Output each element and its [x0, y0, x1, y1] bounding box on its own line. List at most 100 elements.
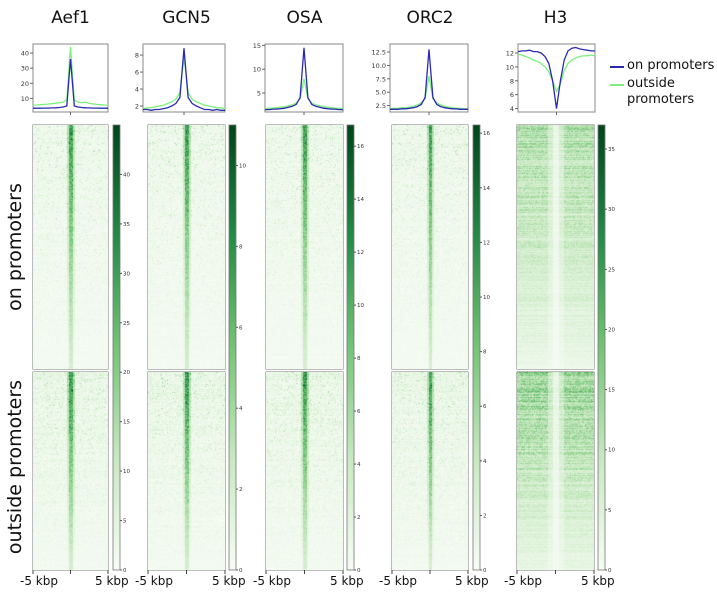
colorbar-tick-label: 40 [123, 172, 130, 178]
heatmap-on-promoters [266, 125, 343, 369]
colorbar-tick-label: 2 [239, 487, 243, 493]
y-tick-label: 15 [253, 42, 261, 50]
profile-line-outside-promoters [142, 56, 226, 110]
colorbar-tick-label: 5 [608, 508, 612, 514]
colorbar-tick-label: 0 [483, 568, 487, 574]
colorbar [597, 124, 606, 571]
heatmap-outside-promoters [517, 372, 594, 570]
colorbar-tick-label: 4 [239, 406, 243, 412]
colorbar-tick-label: 20 [608, 327, 615, 333]
y-tick-label: 5.0 [376, 89, 386, 97]
y-tick-label: 2.5 [376, 102, 386, 110]
colorbar [228, 124, 237, 571]
profile-line-outside-promoters [264, 78, 344, 110]
profile-line-on-promoters [265, 47, 343, 111]
legend-item-on-promoters: on promoters [610, 58, 714, 74]
colorbar-tick-label: 6 [357, 409, 361, 415]
x-axis-label-left: -5 kbp [20, 574, 58, 588]
y-tick-label: 10 [253, 66, 261, 74]
legend-item-outside-promoters: outside promoters [610, 76, 714, 108]
colorbar-tick-label: 0 [123, 568, 127, 574]
colorbar-tick-label: 16 [483, 131, 490, 137]
colorbar-tick-label: 4 [357, 462, 361, 468]
colorbar-tick-label: 4 [483, 459, 487, 465]
heatmap-on-promoters [33, 125, 108, 369]
profile-plot-frame [517, 43, 596, 113]
colorbar-tick-label: 10 [608, 448, 615, 454]
y-tick-label: 7.5 [376, 75, 386, 83]
x-axis-label-right: 5 kbp [212, 574, 246, 588]
colorbar-tick-label: 14 [483, 186, 490, 192]
profile-line-on-promoters [33, 59, 108, 109]
colorbar-tick-label: 10 [123, 469, 130, 475]
heatmap-outside-promoters [33, 372, 108, 570]
x-axis-label-left: -5 kbp [135, 574, 173, 588]
x-axis-label-left: -5 kbp [379, 574, 417, 588]
y-tick-label: 5 [257, 89, 261, 97]
colorbar-tick-label: 6 [483, 404, 487, 410]
colorbar-tick-label: 2 [483, 513, 487, 519]
colorbar-tick-label: 10 [239, 163, 246, 169]
heatmap-outside-promoters [148, 372, 225, 570]
heatmap-outside-promoters [266, 372, 343, 570]
colorbar-tick-label: 25 [608, 267, 615, 273]
x-axis-label-right: 5 kbp [581, 574, 615, 588]
colorbar-tick-label: 0 [608, 568, 612, 574]
y-tick-label: 6 [510, 91, 514, 99]
legend-label: outside promoters [627, 76, 695, 107]
x-axis-label-left: -5 kbp [504, 574, 542, 588]
y-tick-label: 8 [135, 52, 139, 60]
colorbar-tick-label: 8 [483, 350, 487, 356]
colorbar-tick-label: 6 [239, 325, 243, 331]
colorbar-tick-label: 5 [123, 519, 127, 525]
x-axis-label-right: 5 kbp [95, 574, 129, 588]
y-tick-label: 10.0 [372, 62, 386, 70]
y-tick-label: 30 [21, 65, 29, 73]
colorbar-tick-label: 10 [357, 303, 364, 309]
profile-line-outside-promoters [389, 75, 468, 110]
legend-label: on promoters [627, 58, 715, 73]
colorbar-tick-label: 14 [357, 197, 364, 203]
profile-line-outside-promoters [517, 53, 596, 93]
panel-title: H3 [543, 8, 568, 28]
heatmap-on-promoters [148, 125, 225, 369]
legend: on promoters outside promoters [610, 58, 714, 108]
profile-line-outside-promoters [32, 46, 109, 106]
y-tick-label: 6 [135, 69, 139, 77]
y-tick-label: 12 [506, 50, 514, 58]
colorbar-tick-label: 30 [608, 207, 615, 213]
y-tick-label: 4 [135, 86, 139, 94]
y-tick-label: 4 [510, 105, 514, 113]
colorbar-tick-label: 10 [483, 295, 490, 301]
colorbar-tick-label: 2 [357, 515, 361, 521]
colorbar-tick-label: 8 [357, 356, 361, 362]
colorbar-tick-label: 20 [123, 370, 130, 376]
legend-swatch [610, 66, 624, 68]
profile-line-on-promoters [390, 49, 468, 110]
heatmap-on-promoters [517, 125, 594, 369]
y-tick-label: 2 [135, 103, 139, 111]
colorbar-tick-label: 0 [239, 568, 243, 574]
colorbar-tick-label: 0 [357, 568, 361, 574]
colorbar-tick-label: 15 [123, 420, 130, 426]
y-tick-label: 10 [506, 63, 514, 71]
colorbar-tick-label: 35 [608, 147, 615, 153]
y-tick-label: 10 [21, 95, 29, 103]
colorbar-tick-label: 12 [483, 240, 490, 246]
colorbar-tick-label: 12 [357, 250, 364, 256]
colorbar-tick-label: 25 [123, 321, 130, 327]
heatmap-on-promoters [392, 125, 468, 369]
profile-line-on-promoters [517, 46, 595, 109]
x-axis-label-right: 5 kbp [455, 574, 489, 588]
y-tick-label: 20 [21, 80, 29, 88]
x-axis-label-right: 5 kbp [330, 574, 364, 588]
colorbar [112, 124, 121, 571]
colorbar-tick-label: 15 [608, 388, 615, 394]
heatmap-outside-promoters [392, 372, 468, 570]
colorbar-tick-label: 35 [123, 222, 130, 228]
panel-title: ORC2 [406, 8, 454, 28]
colorbar-tick-label: 16 [357, 144, 364, 150]
y-tick-label: 40 [21, 50, 29, 58]
panel-title: Aef1 [51, 8, 90, 28]
